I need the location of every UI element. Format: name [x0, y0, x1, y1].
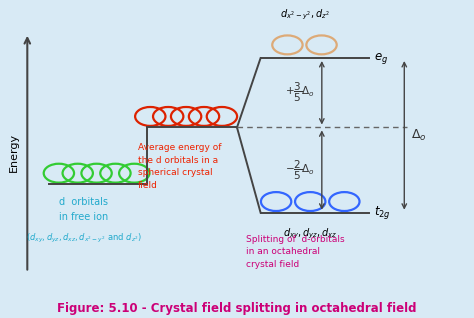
Text: $t_{2g}$: $t_{2g}$ [374, 204, 391, 221]
Text: $-\dfrac{2}{5}\Delta_o$: $-\dfrac{2}{5}\Delta_o$ [285, 158, 315, 182]
Text: $(d_{xy}, d_{yz}, d_{xz}, d_{x^2-y^2}$ and $d_{z^2})$: $(d_{xy}, d_{yz}, d_{xz}, d_{x^2-y^2}$ a… [26, 232, 142, 245]
Text: $d_{xy}, d_{yz}, d_{xz}$: $d_{xy}, d_{yz}, d_{xz}$ [283, 227, 337, 241]
Text: d  orbitals
in free ion: d orbitals in free ion [59, 197, 109, 222]
Text: Energy: Energy [9, 133, 19, 172]
Text: Splitting of  d-orbitals
in an octahedral
crystal field: Splitting of d-orbitals in an octahedral… [246, 235, 345, 269]
Text: $e_g$: $e_g$ [374, 51, 388, 66]
Text: Average energy of
the d orbitals in a
spherical crystal
field: Average energy of the d orbitals in a sp… [138, 143, 221, 190]
Text: $d_{x^2-y^2}, d_{z^2}$: $d_{x^2-y^2}, d_{z^2}$ [280, 8, 329, 22]
Text: $\Delta_o$: $\Delta_o$ [411, 128, 427, 143]
Text: $+\dfrac{3}{5}\Delta_o$: $+\dfrac{3}{5}\Delta_o$ [285, 81, 315, 104]
Text: Figure: 5.10 - Crystal field splitting in octahedral field: Figure: 5.10 - Crystal field splitting i… [57, 302, 417, 315]
